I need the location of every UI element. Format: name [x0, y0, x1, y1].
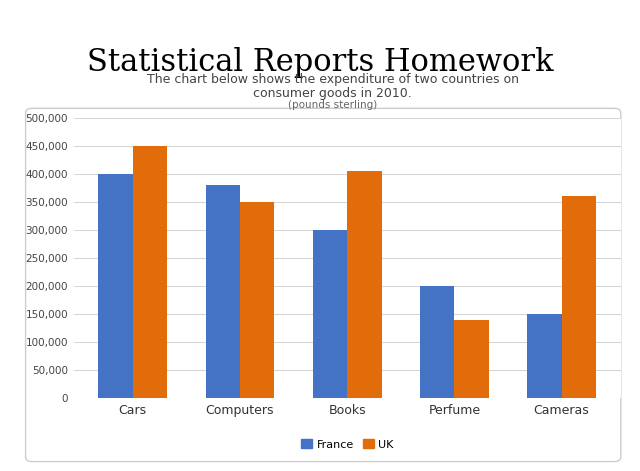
- Bar: [454, 319, 489, 398]
- FancyBboxPatch shape: [26, 108, 621, 462]
- Bar: [99, 174, 132, 398]
- Text: Statistical Reports Homework: Statistical Reports Homework: [87, 47, 553, 78]
- Text: (pounds sterling): (pounds sterling): [288, 100, 378, 110]
- Bar: [527, 314, 562, 398]
- Legend: France, UK: France, UK: [296, 435, 398, 454]
- Text: consumer goods in 2010.: consumer goods in 2010.: [253, 87, 412, 100]
- Bar: [132, 146, 167, 398]
- Bar: [240, 202, 275, 398]
- Bar: [205, 185, 240, 398]
- Bar: [347, 171, 381, 398]
- Bar: [562, 196, 596, 398]
- Bar: [313, 230, 347, 398]
- Text: The chart below shows the expenditure of two countries on: The chart below shows the expenditure of…: [147, 73, 519, 86]
- Bar: [420, 286, 454, 398]
